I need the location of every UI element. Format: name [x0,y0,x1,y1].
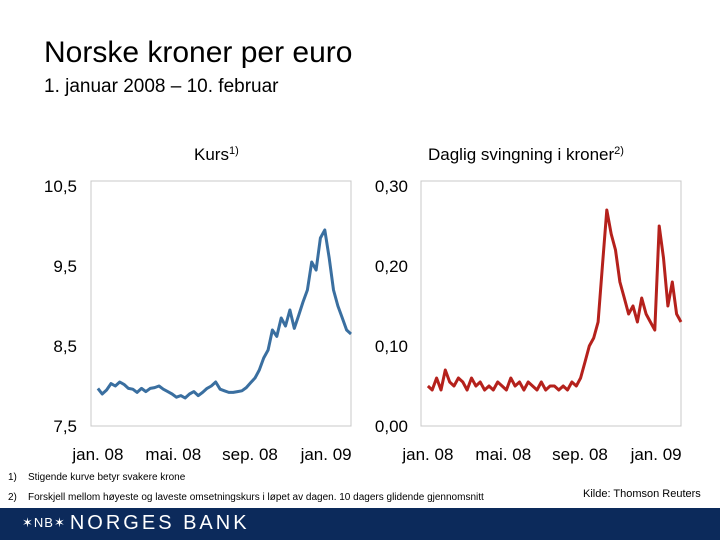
chart-kurs: 10,5 9,5 8,5 7,5 jan. 08 mai. 08 sep. 08… [44,177,353,464]
footnote-2-number: 2) [8,492,17,503]
panel-title-svingning: Daglig svingning i kroner2) [428,145,624,165]
chart-kurs-xtick-1: mai. 08 [145,445,201,464]
chart-kurs-y-ticks: 10,5 9,5 8,5 7,5 [44,177,77,436]
chart-kurs-x-ticks: jan. 08 mai. 08 sep. 08 jan. 09 [71,445,351,464]
charts: 10,5 9,5 8,5 7,5 jan. 08 mai. 08 sep. 08… [44,177,683,464]
chart-svingning-y-ticks: 0,30 0,20 0,10 0,00 [375,177,408,436]
nb-logo-mark: ✶NB✶ [22,515,66,530]
chart-svingning-line [426,208,683,392]
chart-svingning: 0,30 0,20 0,10 0,00 jan. 08 mai. 08 sep.… [375,177,683,464]
footnote-2-text: Forskjell mellom høyeste og laveste omse… [28,492,484,503]
chart-svingning-ytick-0: 0,30 [375,177,408,196]
chart-svingning-ytick-1: 0,20 [375,257,408,276]
chart-svingning-xtick-3: jan. 09 [630,445,682,464]
footnote-2: 2) Forskjell mellom høyeste og laveste om… [8,492,484,503]
chart-svingning-frame [420,180,682,427]
chart-svingning-ytick-2: 0,10 [375,337,408,356]
panel-title-svingning-text: Daglig svingning i kroner [428,145,615,164]
footer-bar: ✶NB✶ NORGES BANK [0,508,720,540]
chart-kurs-frame [90,180,352,427]
chart-kurs-ytick-1: 9,5 [53,257,77,276]
page-subtitle: 1. januar 2008 – 10. februar [44,76,279,97]
chart-svingning-x-ticks: jan. 08 mai. 08 sep. 08 jan. 09 [401,445,681,464]
page-title: Norske kroner per euro [44,36,353,69]
chart-svingning-xtick-0: jan. 08 [401,445,453,464]
chart-kurs-xtick-2: sep. 08 [222,445,278,464]
chart-kurs-ytick-2: 8,5 [53,337,77,356]
chart-kurs-xtick-0: jan. 08 [71,445,123,464]
chart-svingning-xtick-2: sep. 08 [552,445,608,464]
chart-kurs-ytick-3: 7,5 [53,417,77,436]
chart-svingning-xtick-1: mai. 08 [475,445,531,464]
logo-text: NORGES BANK [69,512,250,534]
chart-kurs-line [96,228,353,400]
panel-title-svingning-footnote-ref: 2) [614,145,624,157]
source-note: Kilde: Thomson Reuters [583,488,701,500]
chart-kurs-ytick-0: 10,5 [44,177,77,196]
chart-svingning-ytick-3: 0,00 [375,417,408,436]
footnote-1-text: Stigende kurve betyr svakere krone [28,472,186,483]
panel-title-kurs-text: Kurs [194,145,229,164]
panel-title-kurs-footnote-ref: 1) [228,145,239,157]
panel-title-kurs: Kurs1) [194,145,239,165]
chart-kurs-xtick-3: jan. 09 [300,445,352,464]
footnote-1: 1) Stigende kurve betyr svakere krone [8,472,185,483]
footnote-1-number: 1) [8,472,17,483]
norges-bank-logo: ✶NB✶ NORGES BANK [22,512,250,535]
